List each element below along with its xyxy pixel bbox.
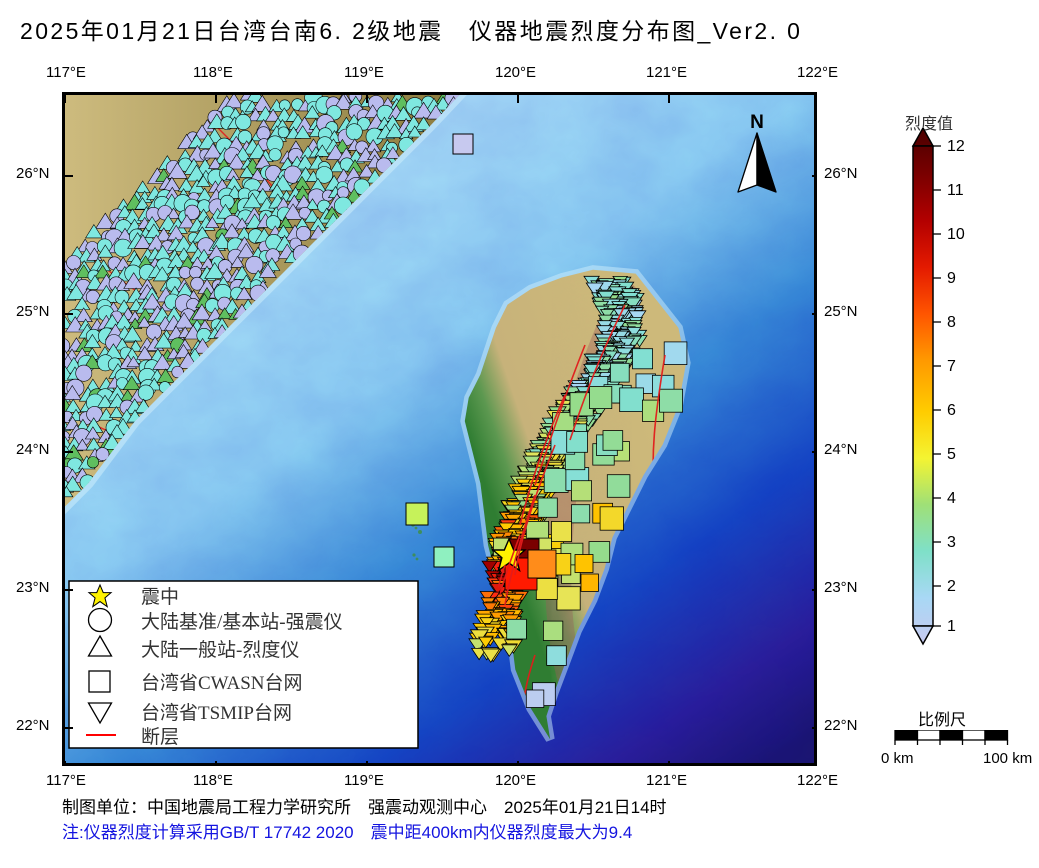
svg-text:震中: 震中 bbox=[141, 586, 179, 608]
svg-text:4: 4 bbox=[947, 490, 956, 507]
svg-text:8: 8 bbox=[947, 314, 956, 331]
svg-text:6: 6 bbox=[947, 402, 956, 419]
svg-text:断层: 断层 bbox=[141, 726, 179, 748]
svg-text:11: 11 bbox=[947, 182, 964, 199]
svg-text:大陆基准/基本站-强震仪: 大陆基准/基本站-强震仪 bbox=[141, 611, 343, 633]
svg-text:7: 7 bbox=[947, 358, 956, 375]
svg-text:12: 12 bbox=[947, 138, 965, 155]
svg-text:2: 2 bbox=[947, 578, 956, 595]
svg-text:N: N bbox=[750, 112, 764, 133]
svg-text:台湾省CWASN台网: 台湾省CWASN台网 bbox=[141, 672, 303, 694]
svg-text:1: 1 bbox=[947, 618, 956, 635]
svg-text:台湾省TSMIP台网: 台湾省TSMIP台网 bbox=[141, 702, 292, 724]
svg-text:0 km: 0 km bbox=[881, 750, 914, 767]
svg-text:9: 9 bbox=[947, 270, 956, 287]
svg-text:5: 5 bbox=[947, 446, 956, 463]
svg-text:100 km: 100 km bbox=[983, 750, 1032, 767]
svg-text:3: 3 bbox=[947, 534, 956, 551]
svg-text:10: 10 bbox=[947, 226, 965, 243]
svg-text:大陆一般站-烈度仪: 大陆一般站-烈度仪 bbox=[141, 639, 299, 661]
